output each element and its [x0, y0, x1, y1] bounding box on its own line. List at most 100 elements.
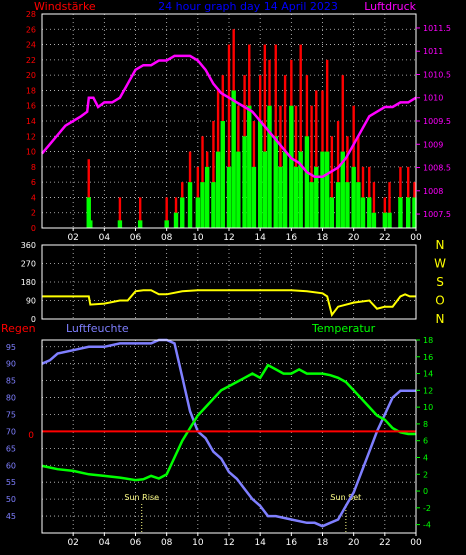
sun-event-label: Sun Rise	[124, 493, 159, 502]
gust-bar	[227, 44, 231, 229]
compass-label: N	[436, 238, 445, 252]
humidity-grid	[42, 340, 417, 533]
gust-bar	[87, 159, 90, 228]
direction-y-tick-label: 180	[21, 278, 36, 287]
direction-panel-border	[41, 244, 417, 320]
compass-label: N	[436, 312, 445, 326]
temperature-y-tick-label: 8	[423, 420, 428, 429]
wind-bar	[298, 151, 303, 228]
wind-bar	[360, 197, 366, 228]
rain-label: Regen	[1, 322, 36, 335]
gust-bar	[315, 90, 318, 228]
direction-y-tick-label: 0	[31, 315, 36, 324]
wind-bar	[289, 105, 294, 228]
x-tick-label: 10	[192, 233, 204, 243]
x-tick-label: 12	[223, 538, 234, 548]
wind-bar	[382, 212, 388, 228]
humidity-y-tick-label: 60	[6, 461, 16, 470]
humidity-y-ticks: 45 50 55 60 65 70 75 80 85 90 95	[6, 343, 16, 521]
wind-bar	[215, 151, 221, 228]
wind-bar	[267, 105, 272, 228]
pressure-axis-title: Luftdruck	[364, 0, 416, 13]
humidity-y-tick-label: 85	[6, 377, 16, 386]
wind-bar	[164, 220, 169, 228]
temperature-y-tick-label: 4	[423, 453, 428, 462]
x-tick-label: 08	[161, 538, 173, 548]
wind-y-tick-label: 6	[31, 178, 36, 187]
gust-bar	[118, 197, 122, 228]
wind-bar	[273, 136, 278, 228]
temperature-y-tick-label: 12	[423, 386, 433, 395]
wind-bar	[412, 197, 417, 228]
wind-bar	[387, 212, 392, 228]
wind-y-tick-label: 10	[26, 148, 36, 157]
wind-bar	[329, 197, 335, 228]
wind-y-tick-label: 14	[26, 117, 36, 126]
wind-bar	[345, 182, 350, 228]
pressure-y-tick-label: 1010.5	[423, 70, 451, 79]
compass-label: S	[436, 275, 444, 289]
x-tick-label: 16	[286, 538, 298, 548]
x-tick-label: 14	[254, 233, 266, 243]
wind-bar	[324, 151, 330, 228]
x-tick-label: 14	[254, 538, 266, 548]
temperature-y-tick-label: 10	[423, 403, 433, 412]
temperature-line	[41, 363, 416, 482]
wind-bar	[398, 197, 403, 228]
temperature-y-tick-label: 18	[423, 336, 433, 345]
pressure-y-tick-label: 1007.5	[423, 210, 451, 219]
wind-bar	[88, 220, 93, 228]
temperature-y-tick-label: 2	[423, 470, 428, 479]
wind-bar	[340, 151, 345, 228]
x-tick-label: 22	[379, 233, 390, 243]
x-tick-label: 20	[348, 538, 360, 548]
wind-bar	[247, 105, 252, 228]
humidity-x-ticks: 02 04 06 08 10 12 14 16 18 20 22 00	[67, 533, 422, 548]
direction-y-tick-label: 270	[21, 260, 36, 269]
humidity-y-tick-label: 70	[6, 427, 16, 436]
wind-bar	[236, 151, 241, 228]
temperature-y-tick-label: 6	[423, 437, 428, 446]
wind-bars	[86, 90, 417, 228]
wind-bar	[187, 182, 193, 228]
wind-bar	[220, 121, 225, 228]
wind-y-tick-label: 20	[26, 71, 36, 80]
wind-bar	[351, 166, 356, 228]
wind-y-tick-label: 2	[31, 209, 36, 218]
sun-annotations: Sun Rise Sun Set	[124, 493, 361, 533]
x-tick-label: 22	[379, 538, 390, 548]
x-tick-label: 18	[317, 538, 329, 548]
humidity-line	[41, 338, 416, 528]
gust-bar	[310, 105, 313, 228]
x-tick-label: 04	[99, 538, 111, 548]
x-tick-label: 16	[286, 233, 298, 243]
x-tick-label: 02	[67, 233, 78, 243]
temperature-y-tick-label: -2	[423, 504, 431, 513]
gust-bar	[372, 182, 376, 228]
pressure-y-tick-label: 1008.5	[423, 164, 451, 173]
temperature-y-tick-label: -4	[423, 521, 431, 530]
pressure-line	[41, 54, 417, 179]
wind-bar	[180, 197, 185, 228]
wind-y-tick-label: 28	[26, 10, 36, 19]
wind-bar	[356, 182, 361, 228]
wind-bar	[86, 197, 91, 228]
wind-y-tick-label: 12	[26, 132, 36, 141]
wind-x-ticks: 02 04 06 08 10 12 14 16 18 20 22 00	[67, 228, 422, 243]
x-tick-label: 06	[130, 233, 142, 243]
wind-y-tick-label: 18	[26, 86, 36, 95]
wind-bar	[367, 197, 372, 228]
wind-bar	[173, 212, 179, 228]
gust-bar	[299, 44, 302, 229]
wind-bar	[304, 136, 310, 228]
x-tick-label: 00	[410, 538, 422, 548]
humidity-y-tick-label: 55	[6, 478, 16, 487]
chart-title: 24 hour graph day 14 April 2023	[158, 0, 338, 13]
x-tick-label: 04	[99, 233, 111, 243]
x-tick-label: 10	[192, 538, 204, 548]
temperature-y-tick-label: 0	[423, 487, 428, 496]
